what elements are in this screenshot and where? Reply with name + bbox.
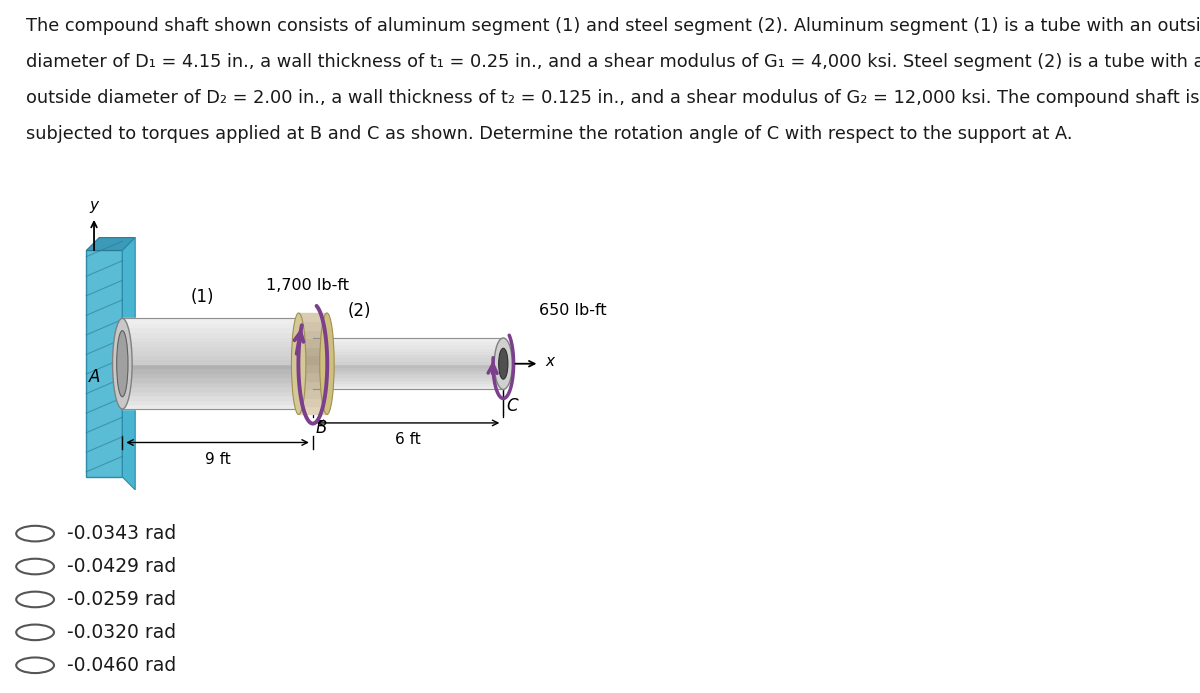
Text: (1): (1) bbox=[191, 288, 214, 306]
Polygon shape bbox=[122, 238, 136, 490]
Text: subjected to torques applied at B and C as shown. Determine the rotation angle o: subjected to torques applied at B and C … bbox=[26, 125, 1073, 143]
Text: 9 ft: 9 ft bbox=[205, 452, 230, 467]
Text: 1,700 lb-ft: 1,700 lb-ft bbox=[266, 277, 349, 292]
Text: -0.0259 rad: -0.0259 rad bbox=[67, 590, 175, 609]
Text: -0.0343 rad: -0.0343 rad bbox=[67, 524, 176, 543]
Text: x: x bbox=[546, 354, 554, 369]
Text: -0.0460 rad: -0.0460 rad bbox=[67, 656, 176, 675]
Ellipse shape bbox=[319, 313, 334, 414]
Text: A: A bbox=[89, 367, 101, 385]
Text: The compound shaft shown consists of aluminum segment (1) and steel segment (2).: The compound shaft shown consists of alu… bbox=[26, 17, 1200, 35]
Text: B: B bbox=[316, 419, 326, 437]
Text: 650 lb-ft: 650 lb-ft bbox=[539, 303, 607, 317]
Polygon shape bbox=[86, 238, 136, 250]
Text: 6 ft: 6 ft bbox=[395, 432, 421, 447]
Text: C: C bbox=[506, 397, 517, 415]
Ellipse shape bbox=[292, 313, 306, 414]
Text: -0.0429 rad: -0.0429 rad bbox=[67, 557, 176, 576]
Text: (2): (2) bbox=[347, 302, 371, 320]
Text: -0.0320 rad: -0.0320 rad bbox=[67, 623, 175, 642]
Polygon shape bbox=[86, 250, 122, 477]
Ellipse shape bbox=[499, 349, 508, 379]
Text: y: y bbox=[90, 198, 98, 213]
Ellipse shape bbox=[116, 331, 128, 397]
Text: outside diameter of D₂ = 2.00 in., a wall thickness of t₂ = 0.125 in., and a she: outside diameter of D₂ = 2.00 in., a wal… bbox=[26, 89, 1200, 107]
Text: diameter of D₁ = 4.15 in., a wall thickness of t₁ = 0.25 in., and a shear modulu: diameter of D₁ = 4.15 in., a wall thickn… bbox=[26, 53, 1200, 71]
Ellipse shape bbox=[113, 318, 132, 409]
Ellipse shape bbox=[494, 338, 512, 389]
